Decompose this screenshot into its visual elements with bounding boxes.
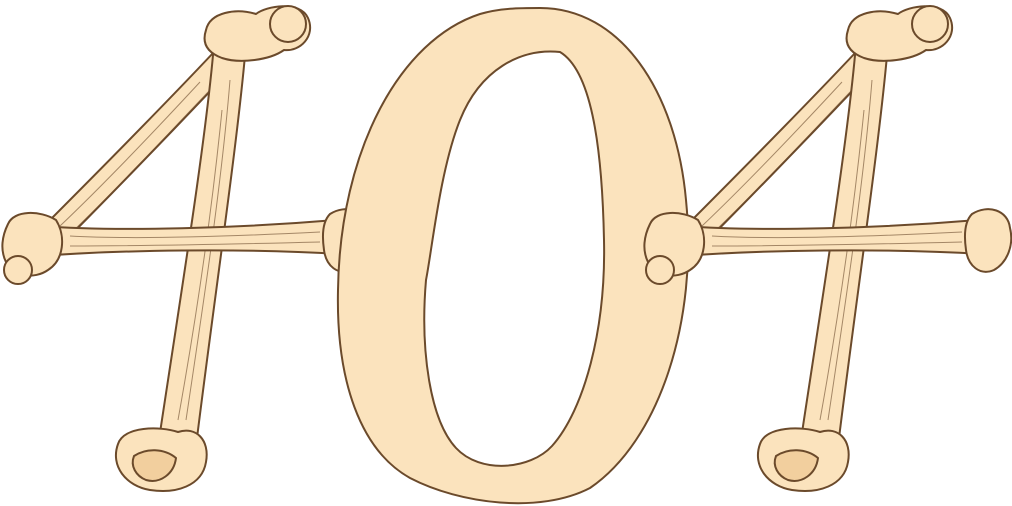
bone-diagonal (27, 51, 235, 259)
digit-four-right (643, 5, 1012, 492)
bone-horizontal (643, 208, 1012, 285)
digit-zero (336, 7, 690, 505)
digit-four-left (1, 5, 371, 492)
